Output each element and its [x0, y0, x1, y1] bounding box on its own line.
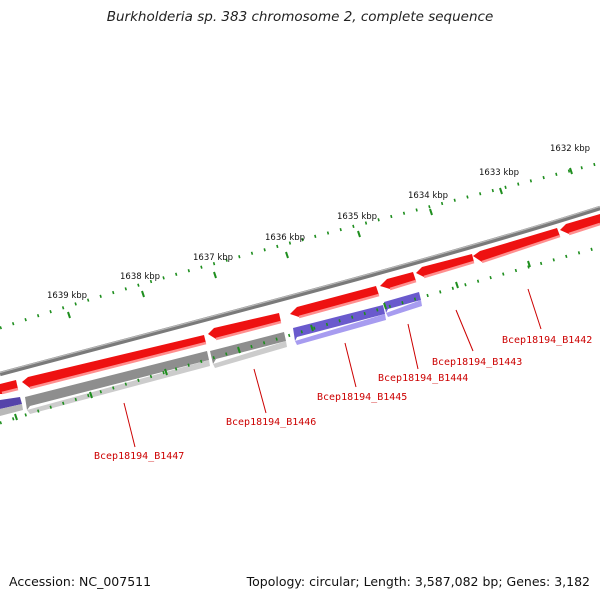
sequence-backbone	[0, 205, 600, 377]
gene-label-b1443: Bcep18194_B1443	[432, 357, 522, 368]
major-tick-1638	[141, 290, 145, 298]
gene-forward-1445	[290, 286, 379, 317]
gene-forward-next	[560, 214, 600, 234]
gene-reverse-edge-shadow	[0, 404, 23, 416]
tick-label-1639: 1639 kbp	[47, 291, 87, 301]
gene-label-b1444: Bcep18194_B1444	[378, 373, 468, 384]
gene-forward-1447	[22, 335, 206, 388]
gene-label-b1446: Bcep18194_B1446	[226, 417, 316, 428]
gene-forward-edge	[0, 380, 18, 394]
forward-strand-genes	[0, 214, 600, 395]
gene-forward-1442	[473, 228, 560, 262]
tick-labels: 1632 kbp 1633 kbp 1634 kbp 1635 kbp 1636…	[47, 144, 590, 301]
leader-b1443	[455, 309, 474, 352]
gene-reverse-edge	[0, 397, 22, 409]
topology-summary-text: Topology: circular; Length: 3,587,082 bp…	[246, 574, 590, 589]
major-tick-1637	[213, 271, 217, 279]
major-tick-1634	[429, 208, 433, 216]
tick-label-1634: 1634 kbp	[408, 191, 448, 201]
tick-label-1636: 1636 kbp	[265, 233, 305, 243]
major-tick-1632	[569, 167, 573, 175]
leader-b1442	[527, 288, 542, 330]
accession-text: Accession: NC_007511	[9, 574, 152, 589]
leader-b1444	[407, 323, 419, 370]
gene-labels: Bcep18194_B1442 Bcep18194_B1443 Bcep1819…	[94, 335, 592, 462]
tick-label-1635: 1635 kbp	[337, 212, 377, 222]
gene-label-b1447: Bcep18194_B1447	[94, 451, 184, 462]
major-tick-1636	[285, 251, 289, 259]
major-tick-1639	[67, 311, 71, 319]
gene-label-b1445: Bcep18194_B1445	[317, 392, 407, 403]
major-tick-1635	[357, 230, 361, 238]
leader-b1447	[123, 402, 136, 448]
tick-label-1637: 1637 kbp	[193, 253, 233, 263]
inner-tick-track	[0, 245, 600, 425]
gene-forward-1443	[416, 254, 474, 277]
tick-label-1633: 1633 kbp	[479, 168, 519, 178]
gene-reverse-1447	[25, 351, 209, 410]
leader-b1446	[253, 368, 267, 414]
map-title: Burkholderia sp. 383 chromosome 2, compl…	[106, 9, 494, 25]
tick-label-1638: 1638 kbp	[120, 272, 160, 282]
leader-b1445	[344, 342, 357, 388]
gene-reverse-1446	[210, 332, 286, 364]
outer-tick-track	[0, 161, 600, 330]
gene-forward-1444	[380, 272, 416, 289]
major-tick-1633	[499, 187, 503, 195]
tick-label-1632: 1632 kbp	[550, 144, 590, 154]
gene-label-leaders	[123, 288, 542, 448]
gene-forward-1446	[208, 313, 281, 339]
gene-label-b1442: Bcep18194_B1442	[502, 335, 592, 346]
gene-reverse-1445	[293, 305, 385, 341]
